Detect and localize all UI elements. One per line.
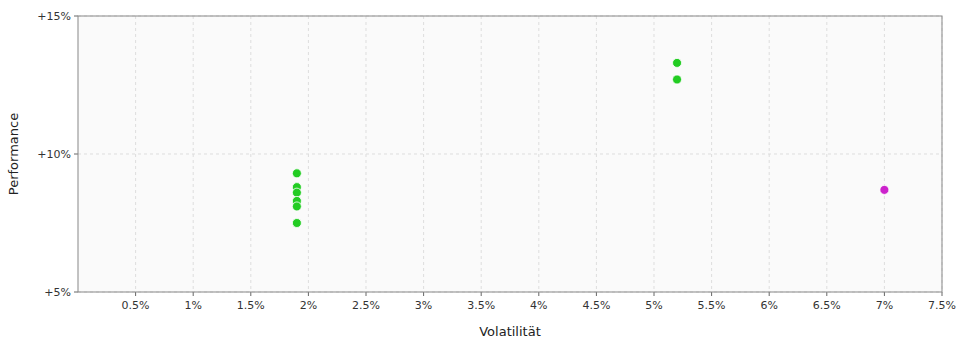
scatter-point (292, 219, 301, 228)
scatter-point (292, 169, 301, 178)
x-tick-label: 3% (415, 299, 432, 312)
x-tick (193, 292, 194, 296)
y-grid-line (78, 154, 942, 155)
x-tick (366, 292, 367, 296)
y-tick-label: +5% (44, 286, 71, 299)
x-tick (596, 292, 597, 296)
scatter-point (292, 188, 301, 197)
x-tick (135, 292, 136, 296)
series-0 (292, 58, 681, 227)
plot-frame (78, 16, 942, 292)
x-tick-label: 0.5% (122, 299, 150, 312)
x-tick (481, 292, 482, 296)
axes: 0.5% 1% 1.5% 2% 2.5% 3% 3.5% 4% 4.5% 5% 5.5% 6% 6.5%… (37, 10, 956, 312)
data-points (292, 58, 889, 227)
x-tick-label: 2.5% (352, 299, 380, 312)
x-tick-label: 3.5% (467, 299, 495, 312)
x-tick-label: 5.5% (698, 299, 726, 312)
x-grid-line (423, 16, 424, 292)
x-grid-line (711, 16, 712, 292)
series-1 (880, 185, 889, 194)
scatter-point (673, 75, 682, 84)
x-tick-label: 7.5% (928, 299, 956, 312)
x-tick (826, 292, 827, 296)
x-grid-line (538, 16, 539, 292)
scatter-point (673, 58, 682, 67)
x-tick (654, 292, 655, 296)
y-tick (74, 292, 78, 293)
x-tick (884, 292, 885, 296)
x-tick-label: 7% (876, 299, 893, 312)
x-tick-label: 5% (645, 299, 662, 312)
x-tick-label: 6.5% (813, 299, 841, 312)
x-grid-line (826, 16, 827, 292)
y-tick (74, 154, 78, 155)
x-tick-label: 1.5% (237, 299, 265, 312)
x-tick-label: 4.5% (582, 299, 610, 312)
x-tick (308, 292, 309, 296)
chart-container: 0.5% 1% 1.5% 2% 2.5% 3% 3.5% 4% 4.5% 5% 5.5% 6% 6.5%… (0, 0, 966, 350)
scatter-point (292, 202, 301, 211)
chart-svg: 0.5% 1% 1.5% 2% 2.5% 3% 3.5% 4% 4.5% 5% 5.5% 6% 6.5%… (0, 0, 966, 350)
x-grid-line (250, 16, 251, 292)
plot-background (78, 16, 942, 292)
scatter-point (880, 185, 889, 194)
x-grid-line (135, 16, 136, 292)
x-tick (250, 292, 251, 296)
x-tick-label: 1% (184, 299, 201, 312)
x-axis-label: Volatilität (479, 324, 541, 339)
y-tick-label: +15% (37, 10, 71, 23)
x-tick-label: 4% (530, 299, 547, 312)
x-tick (711, 292, 712, 296)
y-tick (74, 16, 78, 17)
x-tick-label: 2% (300, 299, 317, 312)
grid (78, 16, 942, 292)
y-tick-label: +10% (37, 148, 71, 161)
x-tick (538, 292, 539, 296)
y-axis-label: Performance (6, 113, 21, 195)
x-tick (942, 292, 943, 296)
x-tick (423, 292, 424, 296)
x-tick (769, 292, 770, 296)
x-tick-label: 6% (760, 299, 777, 312)
